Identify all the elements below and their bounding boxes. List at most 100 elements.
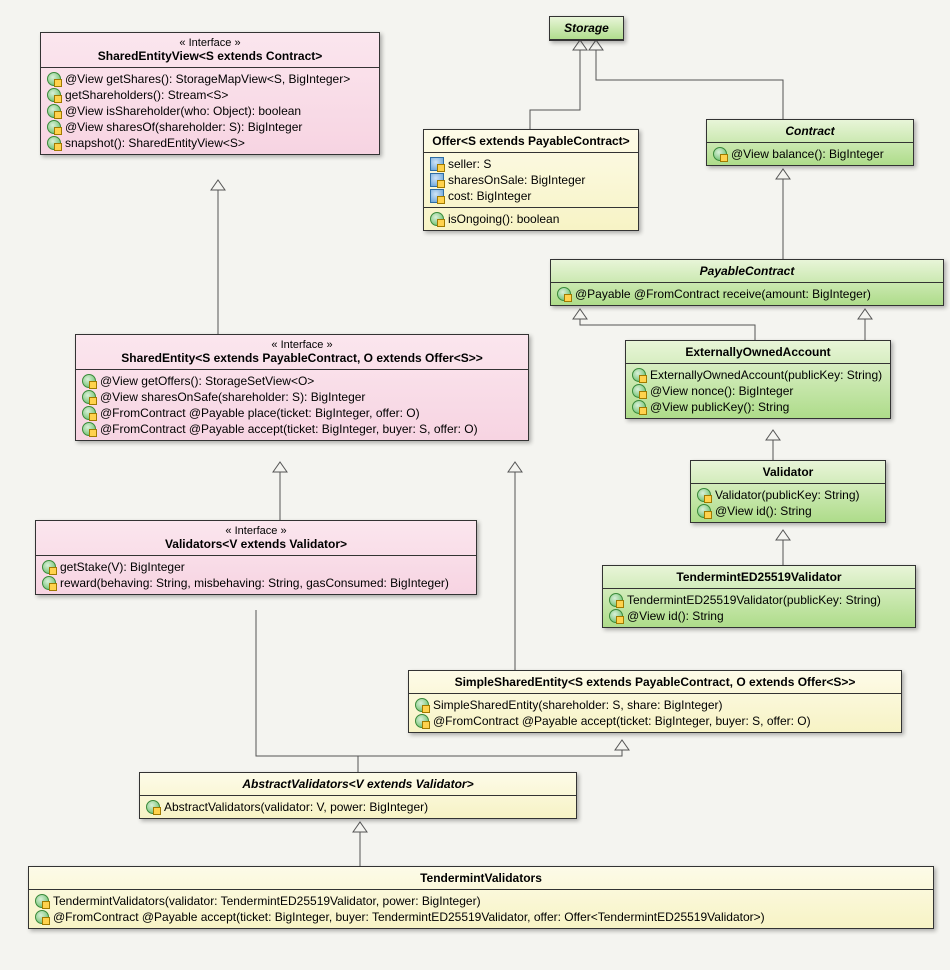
method-text: @View getShares(): StorageMapView<S, Big… xyxy=(65,72,350,86)
method-text: @View isShareholder(who: Object): boolea… xyxy=(65,104,301,118)
methods-section: Validator(publicKey: String) @View id():… xyxy=(691,484,885,522)
method-text: @View id(): String xyxy=(627,609,724,623)
stereotype: « Interface » xyxy=(84,339,520,351)
method-text: reward(behaving: String, misbehaving: St… xyxy=(60,576,449,590)
method-icon xyxy=(609,593,623,607)
class-tendermint-ed: TendermintED25519Validator TendermintED2… xyxy=(602,565,916,628)
class-header: « Interface » SharedEntity<S extends Pay… xyxy=(76,335,528,370)
methods-section: @View getOffers(): StorageSetView<O> @Vi… xyxy=(76,370,528,440)
class-offer: Offer<S extends PayableContract> seller:… xyxy=(423,129,639,231)
method-icon xyxy=(557,287,571,301)
field-text: seller: S xyxy=(448,157,491,171)
method-icon xyxy=(42,560,56,574)
class-title: Offer<S extends PayableContract> xyxy=(424,130,638,153)
class-contract: Contract @View balance(): BigInteger xyxy=(706,119,914,166)
method-icon xyxy=(697,488,711,502)
method-text: @Payable @FromContract receive(amount: B… xyxy=(575,287,871,301)
method: snapshot(): SharedEntityView<S> xyxy=(47,135,373,151)
class-header: « Interface » SharedEntityView<S extends… xyxy=(41,33,379,68)
method-icon xyxy=(632,400,646,414)
method-icon xyxy=(42,576,56,590)
method-icon xyxy=(415,714,429,728)
field: seller: S xyxy=(430,156,632,172)
field: cost: BigInteger xyxy=(430,188,632,204)
method-icon xyxy=(697,504,711,518)
method: @View nonce(): BigInteger xyxy=(632,383,884,399)
method-icon xyxy=(632,368,646,382)
method-text: @View sharesOf(shareholder: S): BigInteg… xyxy=(65,120,302,134)
methods-section: isOngoing(): boolean xyxy=(424,207,638,230)
field-text: sharesOnSale: BigInteger xyxy=(448,173,585,187)
method-icon xyxy=(713,147,727,161)
method-icon xyxy=(47,104,61,118)
method-icon xyxy=(430,212,444,226)
method-text: snapshot(): SharedEntityView<S> xyxy=(65,136,245,150)
method: getStake(V): BigInteger xyxy=(42,559,470,575)
method-text: Validator(publicKey: String) xyxy=(715,488,860,502)
field-text: cost: BigInteger xyxy=(448,189,531,203)
class-abstract-validators: AbstractValidators<V extends Validator> … xyxy=(139,772,577,819)
method: @View id(): String xyxy=(697,503,879,519)
methods-section: AbstractValidators(validator: V, power: … xyxy=(140,796,576,818)
interface-validators: « Interface » Validators<V extends Valid… xyxy=(35,520,477,595)
method-icon xyxy=(47,136,61,150)
method: @FromContract @Payable place(ticket: Big… xyxy=(82,405,522,421)
method: TendermintED25519Validator(publicKey: St… xyxy=(609,592,909,608)
method: Validator(publicKey: String) xyxy=(697,487,879,503)
method: @FromContract @Payable accept(ticket: Bi… xyxy=(415,713,895,729)
class-title: TendermintED25519Validator xyxy=(603,566,915,589)
field: sharesOnSale: BigInteger xyxy=(430,172,632,188)
method: @Payable @FromContract receive(amount: B… xyxy=(557,286,937,302)
method-icon xyxy=(47,88,61,102)
class-title: Storage xyxy=(550,17,623,40)
interface-sharedentityview: « Interface » SharedEntityView<S extends… xyxy=(40,32,380,155)
method-text: @FromContract @Payable accept(ticket: Bi… xyxy=(433,714,811,728)
class-tendermint-validators: TendermintValidators TendermintValidator… xyxy=(28,866,934,929)
method: AbstractValidators(validator: V, power: … xyxy=(146,799,570,815)
method-text: ExternallyOwnedAccount(publicKey: String… xyxy=(650,368,882,382)
interface-sharedentity: « Interface » SharedEntity<S extends Pay… xyxy=(75,334,529,441)
class-payablecontract: PayableContract @Payable @FromContract r… xyxy=(550,259,944,306)
method: @FromContract @Payable accept(ticket: Bi… xyxy=(35,909,927,925)
method-icon xyxy=(35,894,49,908)
class-storage: Storage xyxy=(549,16,624,41)
class-title: SharedEntityView<S extends Contract> xyxy=(49,49,371,63)
method-icon xyxy=(35,910,49,924)
method-text: AbstractValidators(validator: V, power: … xyxy=(164,800,428,814)
methods-section: TendermintED25519Validator(publicKey: St… xyxy=(603,589,915,627)
class-header: « Interface » Validators<V extends Valid… xyxy=(36,521,476,556)
class-simple-shared-entity: SimpleSharedEntity<S extends PayableCont… xyxy=(408,670,902,733)
method-text: @FromContract @Payable accept(ticket: Bi… xyxy=(53,910,765,924)
method: isOngoing(): boolean xyxy=(430,211,632,227)
method-icon xyxy=(47,120,61,134)
method-icon xyxy=(146,800,160,814)
method-text: TendermintValidators(validator: Tendermi… xyxy=(53,894,481,908)
method-icon xyxy=(82,422,96,436)
class-title: SharedEntity<S extends PayableContract, … xyxy=(84,351,520,365)
method-icon xyxy=(415,698,429,712)
method-text: isOngoing(): boolean xyxy=(448,212,559,226)
method: @View id(): String xyxy=(609,608,909,624)
stereotype: « Interface » xyxy=(49,37,371,49)
class-validator: Validator Validator(publicKey: String) @… xyxy=(690,460,886,523)
class-title: Contract xyxy=(707,120,913,143)
method-text: getShareholders(): Stream<S> xyxy=(65,88,228,102)
methods-section: ExternallyOwnedAccount(publicKey: String… xyxy=(626,364,890,418)
field-icon xyxy=(430,173,444,187)
method: getShareholders(): Stream<S> xyxy=(47,87,373,103)
method-icon xyxy=(82,406,96,420)
method-text: @View getOffers(): StorageSetView<O> xyxy=(100,374,314,388)
method: @View publicKey(): String xyxy=(632,399,884,415)
method-text: @View nonce(): BigInteger xyxy=(650,384,793,398)
method-icon xyxy=(82,390,96,404)
method: @View balance(): BigInteger xyxy=(713,146,907,162)
class-title: Validators<V extends Validator> xyxy=(44,537,468,551)
method: reward(behaving: String, misbehaving: St… xyxy=(42,575,470,591)
method: @FromContract @Payable accept(ticket: Bi… xyxy=(82,421,522,437)
methods-section: @View balance(): BigInteger xyxy=(707,143,913,165)
method: ExternallyOwnedAccount(publicKey: String… xyxy=(632,367,884,383)
method: SimpleSharedEntity(shareholder: S, share… xyxy=(415,697,895,713)
method-text: @View publicKey(): String xyxy=(650,400,789,414)
method-text: getStake(V): BigInteger xyxy=(60,560,185,574)
class-eoa: ExternallyOwnedAccount ExternallyOwnedAc… xyxy=(625,340,891,419)
